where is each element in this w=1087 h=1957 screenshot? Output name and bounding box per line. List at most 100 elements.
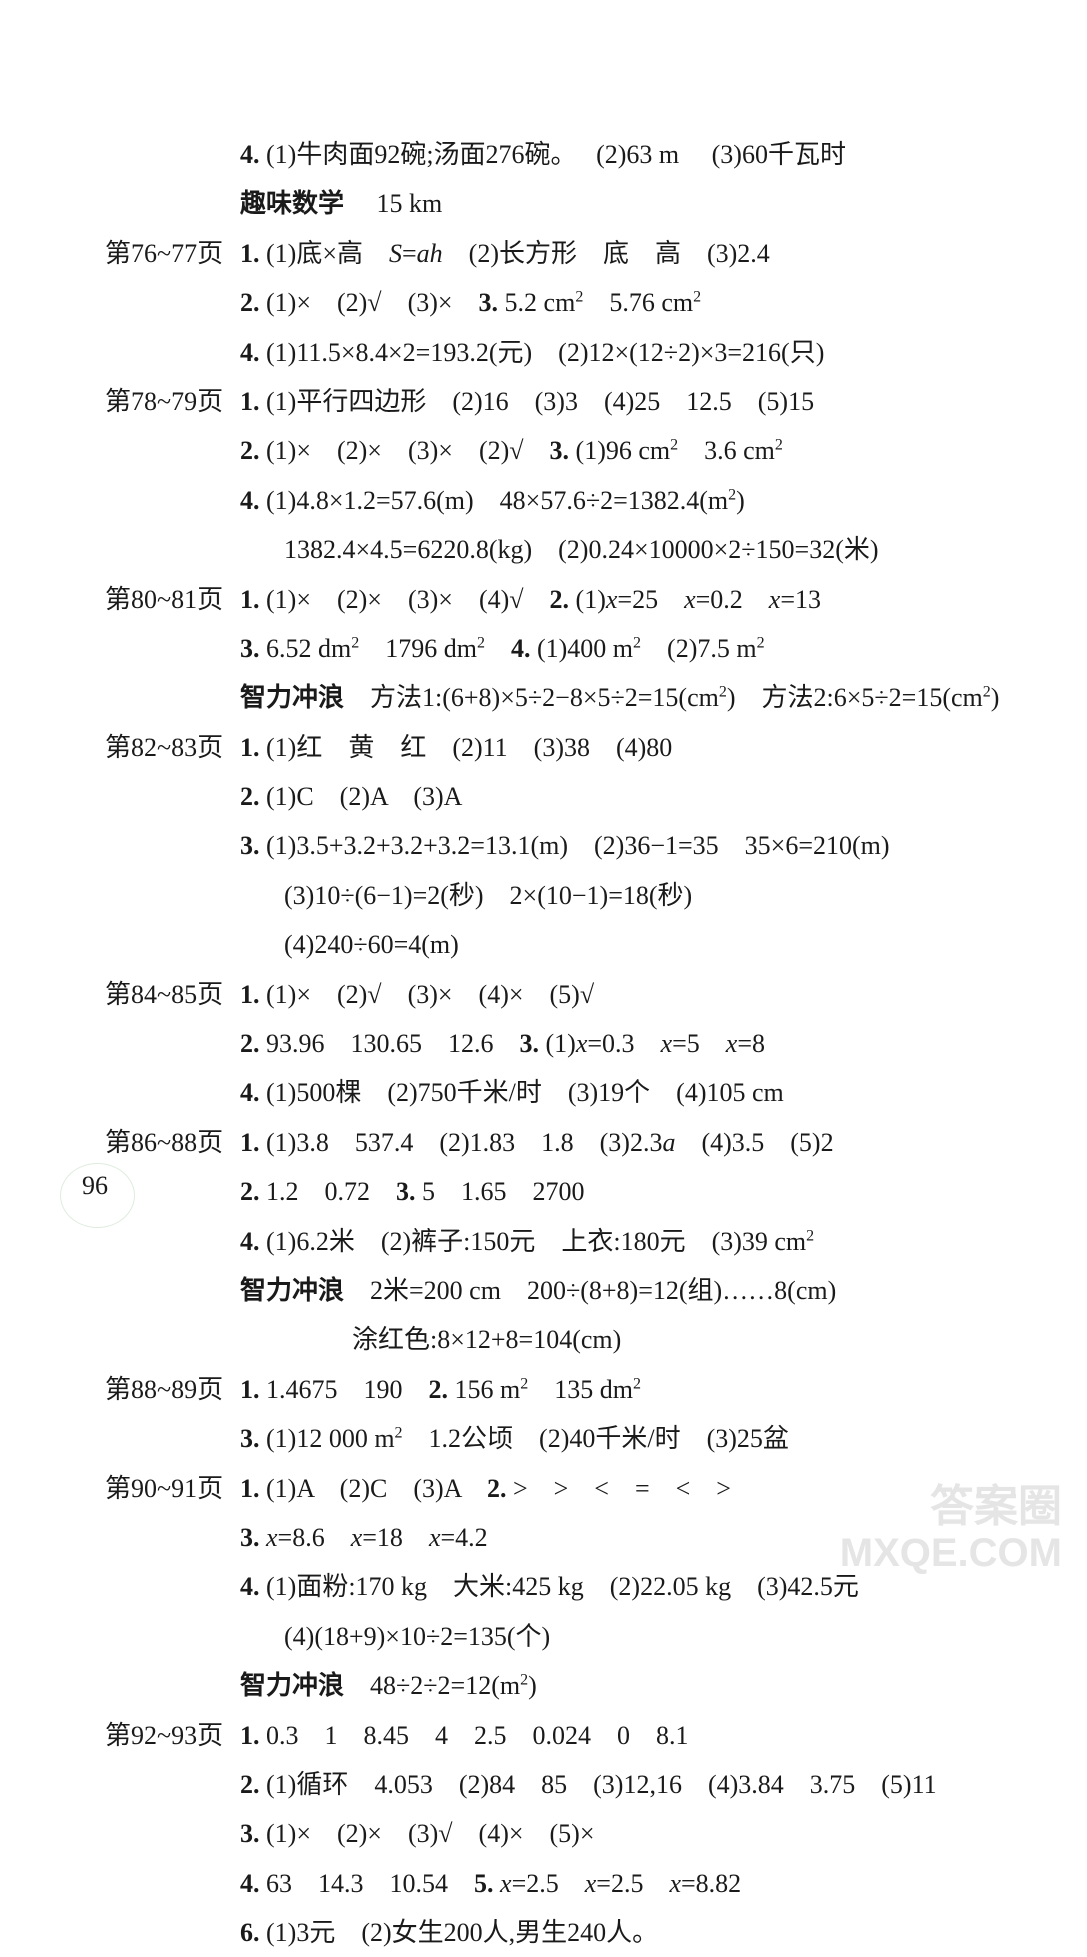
answer-text: =8.6 (278, 1523, 351, 1552)
text-line: 1. (1)红 黄 红 (2)11 (3)38 (4)80 (240, 723, 1027, 772)
answer-text: ) (736, 486, 745, 515)
question-num: 2. (550, 585, 570, 614)
answer-text: (1)6.2米 (2)裤子:150元 上衣:180元 (3)39 cm (260, 1227, 807, 1256)
question-num: 4. (240, 338, 260, 367)
question-num: 智力冲浪 (240, 1671, 344, 1700)
text-line: 1. 0.3 1 8.45 4 2.5 0.024 0 8.1 (240, 1711, 1027, 1760)
text-line: 智力冲浪 方法1:(6+8)×5÷2−8×5÷2=15(cm2) 方法2:6×5… (240, 673, 1027, 722)
section-content: 1. (1)× (2)× (3)× (4)√ 2. (1)x=25 x=0.2 … (240, 575, 1027, 723)
answer-text: (2)7.5 m (641, 634, 757, 663)
section-row: 第84~85页1. (1)× (2)√ (3)× (4)× (5)√2. 93.… (105, 970, 1027, 1118)
answer-text: (4)3.5 (5)2 (675, 1128, 833, 1157)
answer-text: (1)500棵 (2)750千米/时 (3)19个 (4)105 cm (260, 1078, 784, 1107)
question-num: 4. (240, 140, 260, 169)
answer-text: (1)× (2)× (3)√ (4)× (5)× (260, 1819, 595, 1848)
page-range-label: 第88~89页 (105, 1365, 240, 1414)
answer-text: ) (528, 1671, 537, 1700)
answer-text: =5 (672, 1029, 726, 1058)
superscript: 2 (775, 437, 783, 454)
answer-text: 63 14.3 10.54 (260, 1869, 475, 1898)
question-num: 3. (396, 1177, 416, 1206)
answer-text (485, 634, 511, 663)
answer-text: 135 dm (528, 1375, 633, 1404)
answer-text: 1.2 0.72 (260, 1177, 397, 1206)
math-variable: x (669, 1869, 681, 1898)
question-num: 2. (429, 1375, 449, 1404)
watermark-bottom: MXQE.COM (840, 1531, 1062, 1575)
section-row: 第82~83页1. (1)红 黄 红 (2)11 (3)38 (4)802. (… (105, 723, 1027, 970)
answer-text: (1)400 m (530, 634, 633, 663)
question-num: 3. (479, 288, 499, 317)
answer-text: =4.2 (440, 1523, 487, 1552)
text-line: 2. (1)× (2)× (3)× (2)√ 3. (1)96 cm2 3.6 … (240, 426, 1027, 475)
question-num: 3. (240, 1819, 260, 1848)
answer-text: (1)4.8×1.2=57.6(m) 48×57.6÷2=1382.4(m (260, 486, 729, 515)
question-num: 智力冲浪 (240, 683, 344, 712)
answer-text: (4)(18+9)×10÷2=135(个) (284, 1622, 550, 1651)
answer-text: (3)10÷(6−1)=2(秒) 2×(10−1)=18(秒) (284, 881, 692, 910)
question-num: 3. (520, 1029, 540, 1058)
question-num: 1. (240, 239, 260, 268)
answer-text: (1)底×高 (260, 239, 389, 268)
text-line: 3. (1)× (2)× (3)√ (4)× (5)× (240, 1809, 1027, 1858)
question-num: 3. (550, 436, 570, 465)
section-row: 第92~93页1. 0.3 1 8.45 4 2.5 0.024 0 8.12.… (105, 1711, 1027, 1957)
page-number: 96 (82, 1161, 108, 1210)
question-num: 4. (240, 1078, 260, 1107)
question-num: 4. (240, 486, 260, 515)
question-num: 3. (240, 831, 260, 860)
section-content: 1. (1)3.8 537.4 (2)1.83 1.8 (3)2.3a (4)3… (240, 1118, 1027, 1365)
question-num: 2. (240, 1770, 260, 1799)
page-range-label: 第82~83页 (105, 723, 240, 772)
superscript: 2 (520, 1671, 528, 1688)
question-num: 2. (240, 1029, 260, 1058)
text-line: 4. 63 14.3 10.54 5. x=2.5 x=2.5 x=8.82 (240, 1859, 1027, 1908)
text-line: 智力冲浪 2米=200 cm 200÷(8+8)=12(组)……8(cm) (240, 1266, 1027, 1315)
text-line: 4. (1)500棵 (2)750千米/时 (3)19个 (4)105 cm (240, 1068, 1027, 1117)
text-line: 涂红色:8×12+8=104(cm) (240, 1315, 1027, 1364)
answer-text: 2米=200 cm 200÷(8+8)=12(组)……8(cm) (344, 1276, 836, 1305)
text-line: 1. (1)3.8 537.4 (2)1.83 1.8 (3)2.3a (4)3… (240, 1118, 1027, 1167)
text-line: (3)10÷(6−1)=2(秒) 2×(10−1)=18(秒) (240, 871, 1027, 920)
answer-text: (1) (569, 585, 606, 614)
superscript: 2 (983, 684, 991, 701)
answer-text: (1)3.8 537.4 (2)1.83 1.8 (3)2.3 (260, 1128, 663, 1157)
math-variable: x (576, 1029, 588, 1058)
question-num: 智力冲浪 (240, 1276, 344, 1305)
answer-text: =18 (362, 1523, 429, 1552)
question-num: 1. (240, 1721, 260, 1750)
page-range-label: 第84~85页 (105, 970, 240, 1019)
superscript: 2 (693, 289, 701, 306)
answer-text: 1796 dm (359, 634, 477, 663)
answer-text: = (402, 239, 417, 268)
question-num: 1. (240, 585, 260, 614)
answer-text: (1)× (2)× (3)× (2)√ (260, 436, 550, 465)
answer-text: (1)面粉:170 kg 大米:425 kg (2)22.05 kg (3)42… (260, 1572, 859, 1601)
math-variable: x (351, 1523, 363, 1552)
section-row: 第88~89页1. 1.4675 190 2. 156 m2 135 dm23.… (105, 1365, 1027, 1464)
answer-text: (3)60千瓦时 (712, 140, 846, 169)
text-line: (4)(18+9)×10÷2=135(个) (240, 1612, 1027, 1661)
text-line: 1. (1)底×高 S=ah (2)长方形 底 高 (3)2.4 (240, 229, 1027, 278)
question-num: 4. (240, 1572, 260, 1601)
superscript: 2 (477, 634, 485, 651)
answer-text: ) (991, 683, 1000, 712)
math-variable: x (684, 585, 696, 614)
answer-text: (2)长方形 底 高 (3)2.4 (443, 239, 770, 268)
answer-text: > > < = < > (506, 1474, 730, 1503)
superscript: 2 (757, 634, 765, 651)
math-variable: x (429, 1523, 441, 1552)
answer-text: (1)96 cm (569, 436, 670, 465)
answer-text: (1)12 000 m (260, 1424, 395, 1453)
answer-text: 5.2 cm (498, 288, 575, 317)
section-label: 趣味数学 (240, 189, 344, 218)
math-variable: a (662, 1128, 675, 1157)
answer-text: 涂红色:8×12+8=104(cm) (352, 1325, 621, 1354)
answer-text: (2)63 m (596, 140, 679, 169)
text-line: 4. (1)4.8×1.2=57.6(m) 48×57.6÷2=1382.4(m… (240, 476, 1027, 525)
question-num: 2. (240, 1177, 260, 1206)
math-variable: x (500, 1869, 512, 1898)
section-content: 1. 0.3 1 8.45 4 2.5 0.024 0 8.12. (1)循环 … (240, 1711, 1027, 1957)
page-range-label: 第78~79页 (105, 377, 240, 426)
answer-text: (1)× (2)√ (3)× (4)× (5)√ (260, 980, 595, 1009)
